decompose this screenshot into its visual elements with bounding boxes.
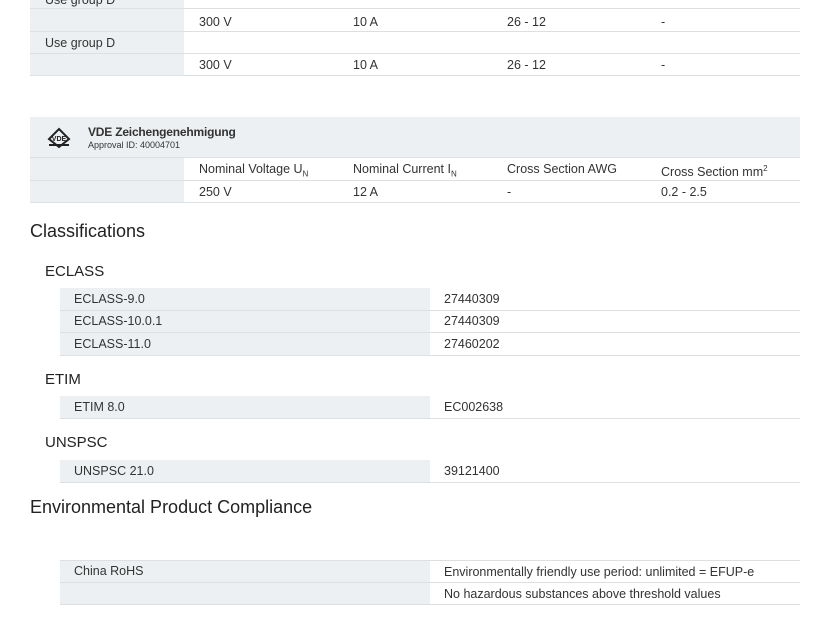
class-code: 27440309 bbox=[444, 292, 500, 306]
vde-icon: VDE bbox=[47, 127, 71, 149]
column-header: Nominal Current IN bbox=[353, 162, 457, 179]
divider bbox=[30, 180, 800, 181]
subscript: N bbox=[302, 169, 309, 179]
class-name: ECLASS-9.0 bbox=[74, 292, 145, 306]
divider bbox=[60, 604, 800, 605]
divider bbox=[60, 482, 800, 483]
cell: 300 V bbox=[199, 15, 232, 29]
cell: - bbox=[661, 15, 666, 29]
superscript: 2 bbox=[763, 164, 768, 173]
cell: 0.2 - 2.5 bbox=[661, 185, 707, 199]
label-column bbox=[30, 0, 184, 76]
cell: - bbox=[507, 185, 512, 199]
class-name: ETIM 8.0 bbox=[74, 400, 125, 414]
divider bbox=[60, 354, 800, 356]
group-label: Use group D bbox=[45, 36, 116, 50]
class-code: EC002638 bbox=[444, 400, 504, 414]
group-title: ECLASS bbox=[45, 263, 105, 280]
cell: 26 - 12 bbox=[507, 15, 546, 29]
label-column bbox=[60, 396, 430, 419]
column-header: Cross Section mm2 bbox=[661, 164, 768, 180]
label-column bbox=[60, 288, 430, 355]
section-title: Classifications bbox=[30, 221, 146, 241]
column-header: Cross Section AWG bbox=[507, 162, 617, 176]
divider bbox=[30, 75, 800, 76]
group-title: ETIM bbox=[45, 371, 81, 388]
divider bbox=[30, 53, 800, 54]
cell: 300 V bbox=[199, 58, 232, 72]
cell: 10 A bbox=[353, 58, 379, 72]
vde-header bbox=[30, 117, 800, 157]
divider bbox=[60, 582, 800, 583]
class-name: ECLASS-10.0.1 bbox=[74, 314, 163, 329]
divider bbox=[30, 8, 800, 9]
vde-title: VDE Zeichengenehmigung bbox=[88, 125, 236, 139]
subscript: N bbox=[450, 169, 457, 179]
class-name: ECLASS-11.0 bbox=[74, 336, 151, 351]
label-column bbox=[30, 157, 184, 202]
class-code: 39121400 bbox=[444, 464, 500, 478]
svg-text:VDE: VDE bbox=[52, 136, 67, 143]
divider bbox=[30, 202, 800, 203]
cell: 26 - 12 bbox=[507, 58, 546, 72]
cell: 10 A bbox=[353, 15, 379, 29]
cell: - bbox=[661, 58, 666, 72]
cell: 250 V bbox=[199, 185, 232, 199]
compliance-label: China RoHS bbox=[74, 564, 144, 578]
group-label: Use group D bbox=[45, 0, 116, 7]
class-name: UNSPSC 21.0 bbox=[74, 464, 154, 478]
column-header: Nominal Voltage UN bbox=[199, 162, 309, 179]
section-title: Environmental Product Compliance bbox=[30, 497, 313, 517]
divider bbox=[60, 418, 800, 419]
divider bbox=[60, 560, 800, 561]
divider bbox=[30, 31, 800, 32]
class-code: 27440309 bbox=[444, 314, 500, 329]
class-code: 27460202 bbox=[444, 336, 500, 351]
divider bbox=[30, 157, 800, 158]
divider bbox=[60, 332, 800, 334]
compliance-value: No hazardous substances above threshold … bbox=[444, 587, 721, 601]
cell: 12 A bbox=[353, 185, 379, 199]
label-column bbox=[60, 460, 430, 483]
approval-id: Approval ID: 40004701 bbox=[88, 140, 181, 150]
divider bbox=[60, 310, 800, 311]
group-title: UNSPSC bbox=[45, 434, 108, 451]
compliance-value: Environmentally friendly use period: unl… bbox=[444, 565, 755, 579]
